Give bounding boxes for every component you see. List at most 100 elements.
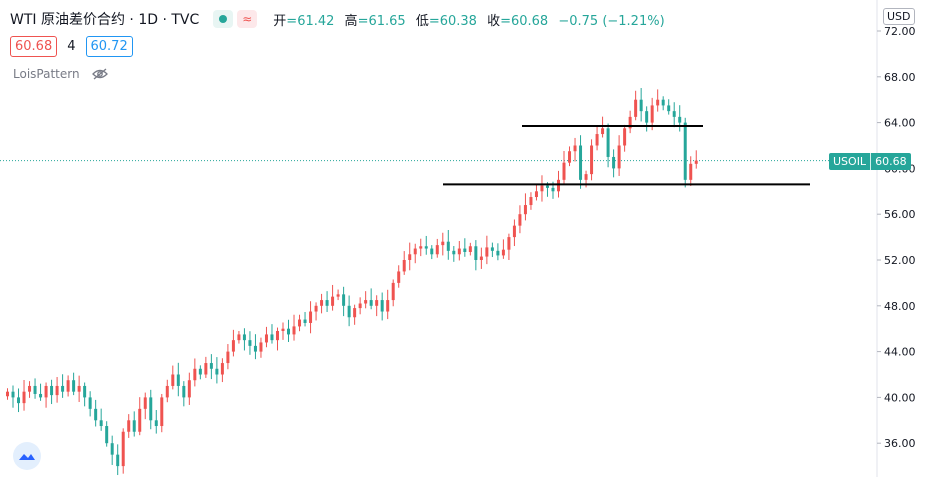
low-value: =60.38 bbox=[428, 13, 477, 29]
candle-body bbox=[99, 420, 103, 427]
candle-body bbox=[83, 385, 87, 398]
candle-body bbox=[501, 249, 505, 256]
candle-body bbox=[457, 248, 461, 255]
candle-body bbox=[132, 420, 136, 432]
y-tick-label: 68.00 bbox=[884, 71, 916, 84]
candle-body bbox=[485, 247, 489, 257]
candle-body bbox=[545, 185, 549, 188]
candle-body bbox=[314, 305, 318, 312]
candle-body bbox=[353, 308, 357, 318]
candle-body bbox=[590, 145, 594, 175]
candle-body bbox=[325, 300, 329, 306]
candle-body bbox=[634, 99, 638, 117]
spread-value: 4 bbox=[67, 39, 76, 54]
cfd-wave-icon[interactable]: ≈ bbox=[237, 10, 258, 28]
candle-body bbox=[645, 111, 649, 123]
indicator-row: LoisPattern bbox=[13, 67, 108, 81]
candle-body bbox=[540, 185, 544, 192]
candle-body bbox=[61, 385, 65, 392]
candle-body bbox=[512, 225, 516, 238]
candle-body bbox=[573, 145, 577, 152]
candle-body bbox=[154, 420, 158, 427]
candle-body bbox=[253, 345, 257, 352]
y-tick-label: 56.00 bbox=[884, 208, 916, 221]
candle-body bbox=[490, 247, 494, 251]
indicator-name[interactable]: LoisPattern bbox=[13, 67, 80, 81]
candle-body bbox=[507, 237, 511, 250]
candle-body bbox=[198, 368, 202, 375]
candle-body bbox=[496, 250, 500, 256]
candle-body bbox=[248, 340, 252, 346]
change-value: −0.75 (−1.21%) bbox=[558, 13, 665, 29]
candle-body bbox=[623, 128, 627, 146]
candle-body bbox=[33, 385, 37, 394]
candle-body bbox=[281, 328, 285, 331]
candle-body bbox=[275, 330, 279, 341]
candle-body bbox=[386, 300, 390, 312]
candle-body bbox=[50, 385, 54, 396]
cloud-logo-icon bbox=[19, 454, 35, 460]
candle-body bbox=[72, 380, 76, 392]
candle-body bbox=[667, 105, 671, 112]
candle-body bbox=[408, 254, 412, 260]
candle-body bbox=[601, 128, 605, 135]
candle-body bbox=[347, 305, 351, 318]
candle-body bbox=[534, 191, 538, 198]
candle-body bbox=[463, 248, 467, 252]
symbol-legend: WTI 原油差价合约 · 1D · TVC ≈ 开=61.42 高=61.65 … bbox=[10, 9, 665, 29]
candle-body bbox=[650, 105, 654, 123]
candle-body bbox=[568, 151, 572, 163]
candle-body bbox=[215, 368, 219, 375]
candle-body bbox=[209, 363, 213, 369]
market-status-icon[interactable] bbox=[213, 10, 234, 28]
candle-body bbox=[369, 300, 373, 306]
candle-body bbox=[358, 303, 362, 309]
candle-body bbox=[149, 397, 153, 421]
candle-body bbox=[176, 374, 180, 386]
candle-body bbox=[182, 385, 186, 398]
currency-label[interactable]: USD bbox=[883, 8, 915, 25]
candle-body bbox=[105, 426, 109, 444]
candle-body bbox=[617, 145, 621, 169]
candle-body bbox=[231, 340, 235, 352]
candle-body bbox=[468, 246, 472, 252]
candle-body bbox=[242, 334, 246, 341]
symbol-title[interactable]: WTI 原油差价合约 · 1D · TVC bbox=[10, 12, 200, 28]
bid-ask-row: 60.68 4 60.72 bbox=[10, 36, 133, 57]
candle-body bbox=[424, 246, 428, 249]
last-price-tag: USOIL 60.68 bbox=[829, 153, 911, 170]
candle-body bbox=[303, 319, 307, 323]
ask-button[interactable]: 60.72 bbox=[85, 36, 133, 57]
candle-body bbox=[28, 385, 32, 392]
bid-button[interactable]: 60.68 bbox=[10, 36, 58, 57]
candle-body bbox=[39, 393, 43, 398]
candle-body bbox=[557, 179, 560, 192]
candle-body bbox=[579, 145, 583, 180]
candle-body bbox=[612, 156, 616, 169]
candle-body bbox=[342, 294, 346, 306]
low-label: 低 bbox=[415, 13, 429, 29]
hidden-eye-icon[interactable] bbox=[91, 68, 108, 80]
price-axis[interactable]: 72.0068.0064.0060.0056.0052.0048.0044.00… bbox=[877, 25, 916, 450]
candle-body bbox=[309, 311, 313, 323]
candle-body bbox=[413, 248, 417, 255]
candle-body bbox=[226, 351, 230, 364]
candle-body bbox=[165, 385, 169, 398]
candle-body bbox=[446, 241, 450, 251]
y-tick-label: 72.00 bbox=[884, 25, 916, 38]
ticker-price: 60.68 bbox=[870, 153, 911, 170]
candle-body bbox=[672, 111, 676, 117]
candle-body bbox=[22, 391, 26, 404]
candle-body bbox=[474, 246, 478, 260]
tradingview-logo[interactable] bbox=[13, 442, 41, 470]
close-label: 收 bbox=[487, 13, 501, 29]
candle-body bbox=[595, 134, 599, 146]
candle-body bbox=[287, 328, 291, 335]
candle-body bbox=[639, 99, 643, 112]
y-tick-label: 44.00 bbox=[884, 346, 916, 359]
candle-body bbox=[138, 408, 142, 432]
candle-body bbox=[187, 380, 191, 398]
candle-body bbox=[94, 408, 98, 421]
y-tick-label: 48.00 bbox=[884, 300, 916, 313]
